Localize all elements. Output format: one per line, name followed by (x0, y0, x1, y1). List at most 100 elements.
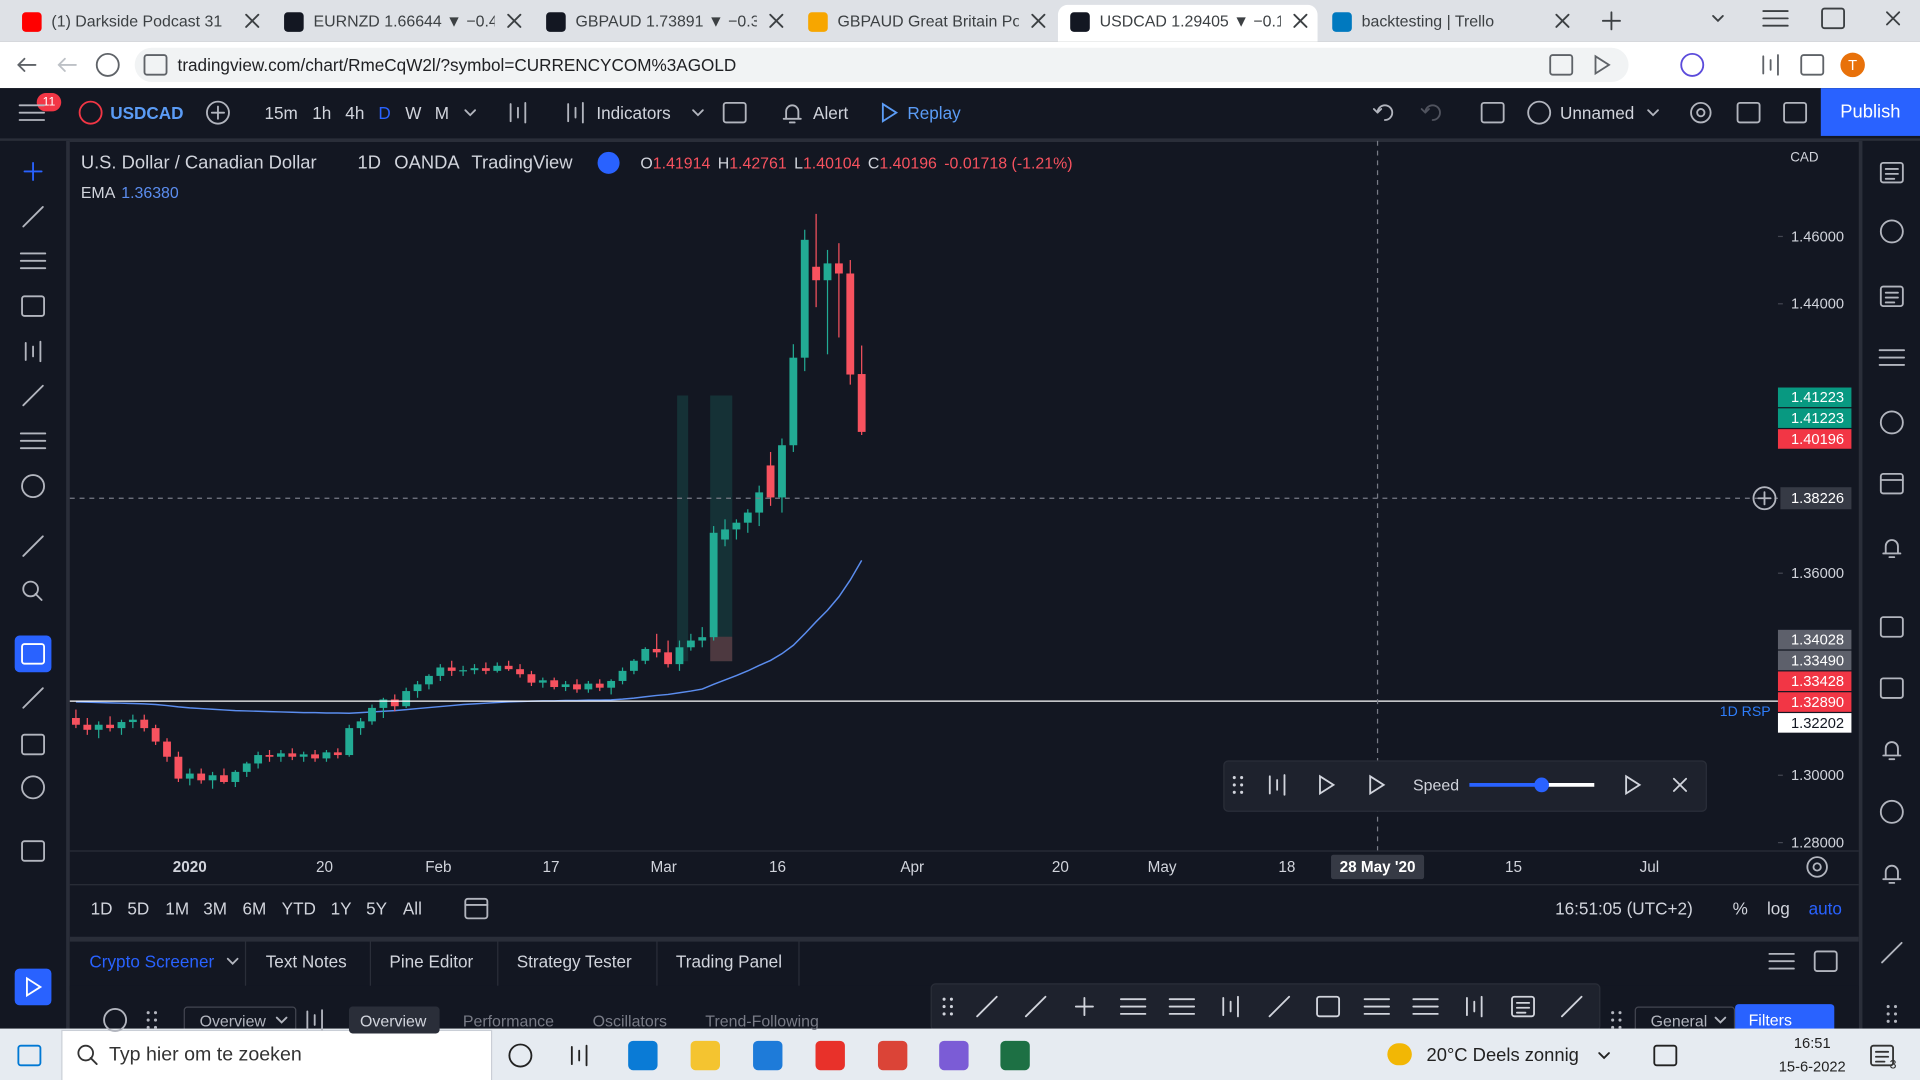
y-tick-label: 1.28000 (1791, 835, 1844, 851)
ohlc-label: L (794, 153, 803, 173)
candle-body (425, 675, 433, 685)
tray-weather-icon[interactable] (1387, 1043, 1412, 1066)
browser-tab[interactable] (1057, 4, 1318, 42)
search-box[interactable] (61, 1029, 493, 1080)
tab-title[interactable]: GBPAUD 1.73891 ▼ −0.35% (575, 11, 757, 31)
candle-body (823, 263, 832, 281)
price-tag-label: 1.40196 (1791, 432, 1844, 448)
scale-option[interactable]: log (1766, 898, 1790, 919)
screener-tab[interactable]: Trend-Following (705, 1012, 819, 1031)
tab-title[interactable]: EURNZD 1.66644 ▼ −0.49% (313, 11, 494, 31)
taskbar-app[interactable] (815, 1040, 845, 1071)
panel-tab[interactable]: Pine Editor (389, 951, 474, 972)
scale-option[interactable]: auto (1808, 898, 1842, 919)
tab-title[interactable]: backtesting | Trello (1361, 11, 1495, 31)
range-button[interactable]: 1M (165, 898, 190, 919)
candle-body (857, 374, 866, 432)
taskbar-date[interactable]: 15-6-2022 (1778, 1057, 1846, 1076)
publish-button[interactable]: Publish (1820, 88, 1920, 136)
weather[interactable]: 20°C Deels zonnig (1426, 1045, 1579, 1066)
price-tag-label: 1.41223 (1791, 390, 1844, 406)
candle-body (812, 266, 821, 281)
range-button[interactable]: All (402, 898, 422, 919)
price-tag (1777, 713, 1852, 733)
candle-body (368, 707, 376, 722)
columns-select-text[interactable]: General (1650, 1012, 1708, 1031)
tab-favicon (22, 12, 42, 32)
range-button[interactable]: 6M (242, 898, 267, 919)
scale-option[interactable]: % (1732, 898, 1748, 919)
currency[interactable]: CAD (1790, 150, 1819, 166)
range-button[interactable]: 3M (203, 898, 228, 919)
panel-tab[interactable]: Strategy Tester (516, 951, 632, 972)
candle-body (322, 752, 331, 759)
y-tick-label: 1.36000 (1791, 566, 1844, 582)
candle-body (800, 239, 809, 358)
candle-body (493, 665, 502, 671)
screener-tab[interactable]: Performance (462, 1012, 554, 1031)
interval[interactable]: W (405, 102, 422, 123)
tab-divider (798, 939, 800, 986)
candle-body (778, 445, 786, 498)
url-field[interactable] (134, 47, 1629, 83)
profile[interactable]: T (1840, 52, 1865, 78)
alert[interactable]: Alert (813, 102, 849, 123)
candle-body (652, 648, 661, 653)
range-button[interactable]: 1D (90, 898, 113, 919)
interval[interactable]: 15m (264, 102, 298, 123)
range-button[interactable]: 1Y (330, 898, 352, 919)
interval[interactable]: 4h (345, 102, 365, 123)
taskbar-app[interactable] (1000, 1040, 1030, 1071)
taskbar-app[interactable] (877, 1040, 908, 1071)
notification-count[interactable]: 3 (1889, 1058, 1897, 1073)
tab-favicon (808, 12, 828, 32)
screener-tab[interactable]: Overview (360, 1012, 427, 1031)
url[interactable]: tradingview.com/chart/RmeCqW2l/?symbol=C… (177, 55, 737, 75)
search-text[interactable]: Typ hier om te zoeken (108, 1044, 302, 1066)
taskbar-app[interactable] (628, 1040, 658, 1071)
interval[interactable]: M (434, 102, 449, 123)
price-tag (1777, 629, 1852, 650)
layout-name[interactable]: Unnamed (1560, 102, 1635, 123)
interval[interactable]: D (378, 102, 391, 123)
candle-body (197, 773, 206, 781)
candle-body (242, 763, 251, 772)
candle-body (846, 273, 855, 375)
candle-body (117, 722, 126, 729)
tab-title[interactable]: (1) Darkside Podcast 31 (51, 11, 223, 31)
candle-body (276, 753, 285, 757)
legend-interval: 1D (357, 152, 382, 174)
range-button[interactable]: 5D (127, 898, 150, 919)
taskbar-app[interactable] (939, 1040, 969, 1071)
candle-body (755, 492, 764, 513)
filters-text[interactable]: Filters (1748, 1010, 1792, 1030)
replay-badge[interactable] (597, 151, 620, 174)
tab-title[interactable]: USDCAD 1.29405 ▼ −0.13% (1099, 11, 1281, 31)
panel-tab[interactable]: Text Notes (265, 951, 347, 972)
range-button[interactable]: 5Y (366, 898, 388, 919)
taskbar-app[interactable] (690, 1040, 720, 1071)
tab-strip (0, 0, 1920, 42)
panel-tab[interactable]: Crypto Screener (89, 951, 215, 972)
view-select-text[interactable]: Overview (199, 1012, 266, 1031)
tab-favicon (546, 12, 566, 32)
replay[interactable]: Replay (907, 102, 961, 123)
screener-tab[interactable]: Oscillators (592, 1012, 667, 1031)
range-button[interactable]: YTD (281, 898, 316, 919)
x-tick-label: Jul (1640, 859, 1660, 876)
candle-body (288, 753, 297, 757)
candle-body (618, 670, 627, 681)
y-tick-label: 1.44000 (1791, 297, 1844, 313)
candle-body (447, 667, 456, 671)
taskbar-app[interactable] (753, 1040, 783, 1071)
indicators[interactable]: Indicators (596, 102, 671, 123)
panel-tab[interactable]: Trading Panel (675, 951, 783, 972)
interval[interactable]: 1h (312, 102, 332, 123)
candle-body (595, 683, 604, 688)
tab-title[interactable]: GBPAUD Great Britain Poun (837, 11, 1019, 31)
symbol[interactable]: USDCAD (110, 102, 184, 123)
taskbar-time[interactable]: 16:51 (1793, 1034, 1831, 1052)
clock: 16:51:05 (UTC+2) (1555, 898, 1693, 919)
candle-body (140, 719, 149, 729)
